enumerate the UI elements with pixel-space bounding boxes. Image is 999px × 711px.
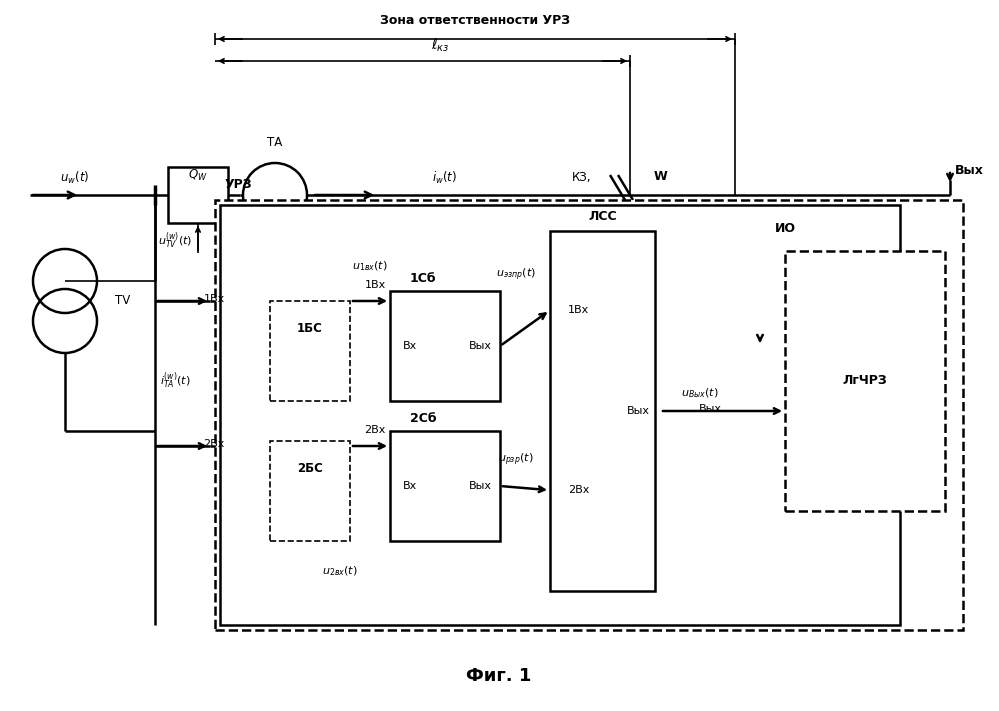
Text: ТV: ТV (115, 294, 130, 307)
Text: 2Вх: 2Вх (204, 439, 225, 449)
Text: $i_w(t)$: $i_w(t)$ (433, 170, 458, 186)
Text: ЛгЧРЗ: ЛгЧРЗ (842, 375, 887, 387)
Bar (270, 301, 350, 401)
Text: $u_w(t)$: $u_w(t)$ (60, 170, 90, 186)
Text: Вых: Вых (955, 164, 984, 176)
Text: Фиг. 1: Фиг. 1 (467, 667, 531, 685)
Bar (215, 200, 963, 630)
Bar (168, 167, 228, 223)
Text: 2Вх: 2Вх (568, 485, 589, 495)
Text: УРЗ: УРЗ (225, 178, 253, 191)
Bar (220, 205, 900, 625)
Text: ТА: ТА (268, 137, 283, 149)
Text: $u_{1вх}(t)$: $u_{1вх}(t)$ (353, 260, 388, 273)
Text: 2Вх: 2Вх (365, 425, 386, 435)
Text: 1БС: 1БС (297, 323, 323, 336)
Text: $Q_W$: $Q_W$ (188, 168, 208, 183)
Text: Вых: Вых (627, 406, 650, 416)
Bar (270, 441, 350, 541)
Text: W: W (653, 171, 667, 183)
Text: $u_{Вых}(t)$: $u_{Вых}(t)$ (681, 386, 719, 400)
Text: Вых: Вых (469, 481, 492, 491)
Text: $u_{TV}^{(w)}(t)$: $u_{TV}^{(w)}(t)$ (158, 230, 192, 252)
Text: ИО: ИО (775, 222, 796, 235)
Text: Вх: Вх (403, 481, 418, 491)
Text: 1Сб: 1Сб (410, 272, 437, 286)
Text: $u_{эзпр}(t)$: $u_{эзпр}(t)$ (497, 267, 536, 284)
Text: Вх: Вх (403, 341, 418, 351)
Bar (390, 431, 500, 541)
Text: 2БС: 2БС (297, 462, 323, 476)
Text: $i_{TA}^{(w)}(t)$: $i_{TA}^{(w)}(t)$ (160, 370, 191, 391)
Text: Зона ответственности УРЗ: Зона ответственности УРЗ (380, 14, 570, 28)
Bar (785, 251, 945, 511)
Text: $u_{рзр}(t)$: $u_{рзр}(t)$ (499, 452, 533, 469)
Text: $\ell_{кз}$: $\ell_{кз}$ (431, 36, 450, 54)
Bar (390, 291, 500, 401)
Text: КЗ,: КЗ, (572, 171, 591, 183)
Text: Вых: Вых (698, 404, 721, 414)
Bar (550, 231, 655, 591)
Text: 1Вх: 1Вх (204, 294, 225, 304)
Text: 1Вх: 1Вх (568, 305, 589, 315)
Text: $u_{2вх}(t)$: $u_{2вх}(t)$ (323, 565, 358, 578)
Text: 2Сб: 2Сб (410, 412, 437, 425)
Text: Вых: Вых (469, 341, 492, 351)
Text: ЛСС: ЛСС (588, 210, 616, 223)
Text: 1Вх: 1Вх (365, 280, 386, 290)
